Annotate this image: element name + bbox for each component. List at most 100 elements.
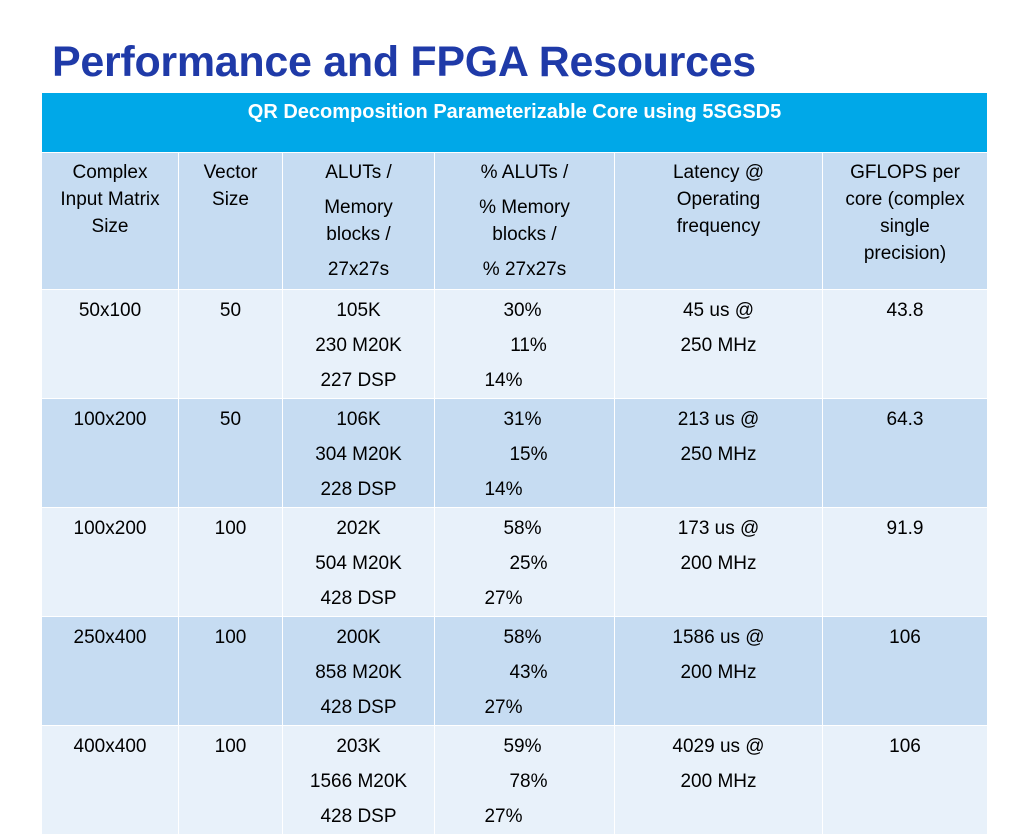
cell-text: 1586 us @	[672, 627, 765, 648]
header-text: Latency @	[672, 162, 765, 183]
cell-size: 50x100	[41, 289, 179, 399]
cell-text: 100	[214, 736, 247, 757]
header-text: % ALUTs /	[480, 162, 569, 183]
cell-aluts: 202K 504 M20K 428 DSP	[282, 507, 435, 617]
cell-percent: 59% 78% 27%	[434, 725, 615, 835]
cell-vector: 50	[178, 398, 283, 508]
header-vector-size: Vector Size	[178, 152, 283, 290]
cell-text: 250x400	[73, 627, 147, 648]
table-caption: QR Decomposition Parameterizable Core us…	[40, 92, 989, 153]
cell-text: 64.3	[886, 409, 924, 430]
cell-text: 200 MHz	[680, 662, 757, 683]
cell-text: 27%	[484, 697, 523, 718]
cell-latency: 213 us @ 250 MHz	[614, 398, 823, 508]
cell-aluts: 106K 304 M20K 228 DSP	[282, 398, 435, 508]
cell-size: 400x400	[41, 725, 179, 835]
header-text: Size	[212, 189, 249, 210]
cell-aluts: 203K 1566 M20K 428 DSP	[282, 725, 435, 835]
cell-text: 428 DSP	[320, 806, 397, 827]
cell-text: 858 M20K	[315, 662, 402, 683]
cell-gflops: 91.9	[821, 507, 989, 617]
cell-vector: 100	[178, 725, 283, 835]
header-text: % 27x27s	[482, 259, 567, 280]
cell-text: 250 MHz	[680, 444, 757, 465]
cell-text: 200K	[336, 627, 381, 648]
cell-gflops: 106	[821, 616, 989, 726]
header-text: ALUTs /	[325, 162, 392, 183]
cell-percent: 31% 15% 14%	[434, 398, 615, 508]
cell-text: 91.9	[886, 518, 924, 539]
cell-text: 173 us @	[677, 518, 760, 539]
cell-latency: 1586 us @ 200 MHz	[614, 616, 823, 726]
cell-text: 400x400	[73, 736, 147, 757]
cell-text: 58%	[503, 518, 542, 539]
header-text: Size	[91, 216, 129, 237]
cell-size: 100x200	[41, 398, 179, 508]
header-text: Input Matrix	[60, 189, 160, 210]
cell-text: 100	[214, 518, 247, 539]
header-gflops: GFLOPS per core (complex single precisio…	[821, 152, 989, 290]
cell-text: 45 us @	[682, 300, 755, 321]
cell-percent: 58% 25% 27%	[434, 507, 615, 617]
cell-text: 250 MHz	[680, 335, 757, 356]
header-aluts: ALUTs / Memory blocks / 27x27s	[282, 152, 435, 290]
header-input-matrix-size: Complex Input Matrix Size	[41, 152, 179, 290]
cell-text: 200 MHz	[680, 771, 757, 792]
table-row: 250x400 100 200K 858 M20K 428 DSP 58% 43…	[41, 616, 989, 726]
cell-text: 14%	[484, 370, 523, 391]
header-text: blocks /	[492, 224, 557, 245]
cell-text: 11%	[510, 335, 547, 356]
header-text: Vector	[203, 162, 258, 183]
cell-text: 200 MHz	[680, 553, 757, 574]
cell-vector: 100	[178, 616, 283, 726]
cell-size: 250x400	[41, 616, 179, 726]
cell-text: 105K	[336, 300, 381, 321]
header-text: % Memory	[479, 197, 570, 218]
cell-gflops: 64.3	[821, 398, 989, 508]
cell-percent: 30% 11% 14%	[434, 289, 615, 399]
header-text: 27x27s	[327, 259, 390, 280]
cell-text: 504 M20K	[315, 553, 402, 574]
cell-text: 50	[219, 300, 242, 321]
page-title: Performance and FPGA Resources	[52, 38, 756, 86]
cell-aluts: 105K 230 M20K 227 DSP	[282, 289, 435, 399]
cell-text: 106	[889, 627, 921, 648]
cell-text: 30%	[503, 300, 542, 321]
cell-text: 4029 us @	[672, 736, 765, 757]
header-text: blocks /	[326, 224, 391, 245]
table-row: 50x100 50 105K 230 M20K 227 DSP 30% 11% …	[41, 289, 989, 399]
cell-text: 304 M20K	[315, 444, 402, 465]
cell-text: 100	[214, 627, 247, 648]
header-text: single	[880, 216, 930, 237]
cell-gflops: 106	[821, 725, 989, 835]
table-row: 100x200 50 106K 304 M20K 228 DSP 31% 15%…	[41, 398, 989, 508]
cell-text: 428 DSP	[320, 697, 397, 718]
table-header-row: Complex Input Matrix Size Vector Size AL…	[41, 152, 989, 290]
cell-text: 50x100	[78, 300, 142, 321]
cell-text: 78%	[509, 771, 548, 792]
header-text: frequency	[676, 216, 761, 237]
cell-text: 227 DSP	[320, 370, 397, 391]
cell-percent: 58% 43% 27%	[434, 616, 615, 726]
cell-latency: 45 us @ 250 MHz	[614, 289, 823, 399]
cell-text: 15%	[509, 444, 548, 465]
table-row: 400x400 100 203K 1566 M20K 428 DSP 59% 7…	[41, 725, 989, 835]
cell-size: 100x200	[41, 507, 179, 617]
cell-text: 27%	[484, 806, 523, 827]
cell-text: 43%	[509, 662, 548, 683]
header-text: precision)	[863, 243, 947, 264]
cell-text: 213 us @	[677, 409, 760, 430]
cell-text: 43.8	[886, 300, 924, 321]
header-text: Operating	[676, 189, 761, 210]
cell-text: 50	[219, 409, 242, 430]
cell-text: 27%	[484, 588, 523, 609]
cell-text: 59%	[503, 736, 542, 757]
header-percent: % ALUTs / % Memory blocks / % 27x27s	[434, 152, 615, 290]
header-text: Complex	[72, 162, 148, 183]
cell-gflops: 43.8	[821, 289, 989, 399]
cell-text: 25%	[509, 553, 548, 574]
cell-text: 202K	[336, 518, 381, 539]
cell-text: 31%	[503, 409, 542, 430]
header-text: GFLOPS per	[850, 162, 960, 183]
cell-text: 14%	[484, 479, 523, 500]
